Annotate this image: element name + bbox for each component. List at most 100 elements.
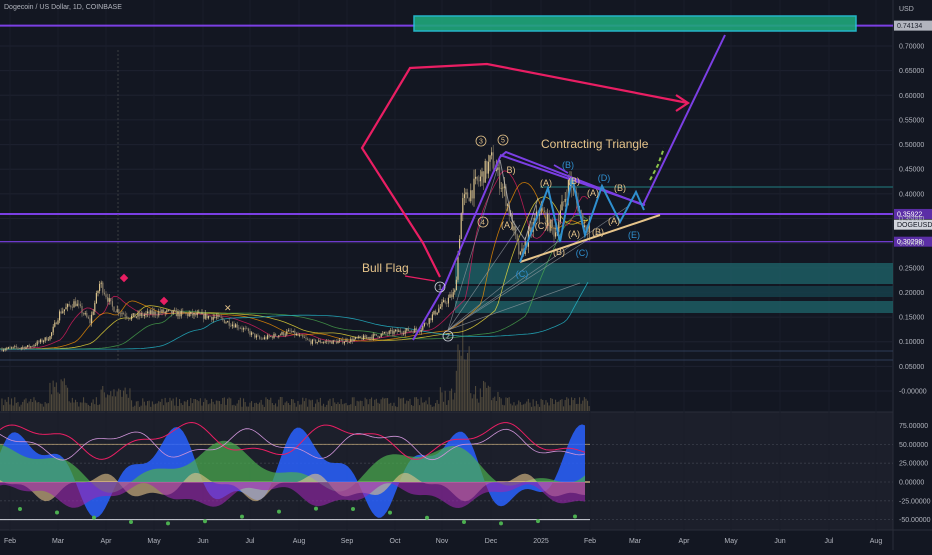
volume-bar xyxy=(340,399,342,411)
volume-bar xyxy=(395,406,397,411)
volume-bar xyxy=(187,399,189,411)
candle-body xyxy=(412,330,414,333)
volume-bar xyxy=(332,398,334,411)
candle-body xyxy=(86,313,88,317)
candle-body xyxy=(100,282,102,284)
candle-body xyxy=(118,309,120,314)
wave-label: (A) xyxy=(501,220,513,230)
candle-body xyxy=(228,321,230,326)
volume-bar xyxy=(580,403,582,411)
volume-bar xyxy=(217,400,219,411)
volume-bar xyxy=(153,404,155,411)
volume-bar xyxy=(510,403,512,411)
candle-body xyxy=(295,333,297,336)
candle-body xyxy=(54,322,56,327)
candle-body xyxy=(71,307,73,308)
volume-bar xyxy=(452,399,454,411)
volume-bar xyxy=(300,404,302,411)
candle-body xyxy=(183,312,185,314)
volume-bar xyxy=(323,403,325,411)
candle-body xyxy=(372,334,374,339)
candle-body xyxy=(116,309,118,313)
candle-body xyxy=(185,313,187,315)
volume-bar xyxy=(225,404,227,411)
volume-bar xyxy=(279,397,281,411)
candle-body xyxy=(398,330,400,332)
candle-body xyxy=(427,323,429,325)
candle-body xyxy=(347,339,349,343)
candle-body xyxy=(425,323,427,324)
osc-dot xyxy=(351,507,355,512)
signal-marker xyxy=(119,273,129,283)
volume-bar xyxy=(543,404,545,411)
target-zone xyxy=(413,15,857,32)
volume-bar xyxy=(12,405,14,411)
candle-body xyxy=(222,318,224,320)
candle-body xyxy=(166,310,168,312)
wave-label: (A) xyxy=(540,178,552,188)
volume-bar xyxy=(188,406,190,411)
wave-lines xyxy=(499,159,539,242)
candle-body xyxy=(193,312,195,316)
volume-bar xyxy=(119,389,121,411)
volume-bar xyxy=(366,399,368,411)
candle-body xyxy=(511,213,513,231)
time-tick-label: May xyxy=(147,538,161,545)
candle-body xyxy=(227,321,229,323)
time-tick-label: Jul xyxy=(825,538,834,545)
candle-body xyxy=(220,316,222,319)
volume-bar xyxy=(113,389,115,411)
osc-dot xyxy=(388,510,392,515)
wave-arrow xyxy=(553,164,569,174)
candle-body xyxy=(356,337,358,338)
volume-bar xyxy=(196,400,198,411)
candle-body xyxy=(271,336,273,339)
volume-bar xyxy=(199,398,201,411)
candle-body xyxy=(147,311,149,314)
volume-bar xyxy=(428,397,430,411)
volume-bar xyxy=(431,406,433,411)
candle-body xyxy=(199,312,201,315)
candle-body xyxy=(158,311,160,316)
volume-bar xyxy=(103,392,105,411)
candle-body xyxy=(108,298,110,302)
wave-label: (C) xyxy=(576,248,589,258)
volume-bar xyxy=(284,402,286,411)
time-tick-label: May xyxy=(724,538,738,545)
volume-bar xyxy=(457,344,459,411)
volume-bar xyxy=(9,404,11,411)
volume-bar xyxy=(51,394,53,411)
candle-body xyxy=(95,292,97,304)
volume-bar xyxy=(518,400,520,411)
triangle-lower xyxy=(519,214,661,263)
candle-body xyxy=(223,319,225,324)
candle-body xyxy=(329,341,331,342)
candle-body xyxy=(124,314,126,317)
osc-dot xyxy=(536,519,540,524)
volume-bar xyxy=(219,401,221,411)
volume-bar xyxy=(342,404,344,411)
time-tick-label: Aug xyxy=(293,538,306,545)
volume-bar xyxy=(211,398,213,411)
candle-body xyxy=(203,312,205,319)
candle-body xyxy=(447,297,449,304)
candle-body xyxy=(35,345,37,346)
candle-body xyxy=(14,346,16,347)
volume-bar xyxy=(348,405,350,411)
time-tick-label: Feb xyxy=(584,538,596,545)
volume-bar xyxy=(19,406,21,411)
volume-bar xyxy=(287,403,289,411)
volume-bar xyxy=(129,388,131,411)
candle-body xyxy=(497,167,499,170)
price-label-bg xyxy=(894,20,932,31)
candle-body xyxy=(553,226,555,237)
volume-bar xyxy=(110,391,112,411)
volume-bar xyxy=(1,398,3,411)
candle-body xyxy=(171,310,173,314)
candle-body xyxy=(559,210,561,222)
volume-bar xyxy=(497,391,499,411)
volume-bar xyxy=(297,401,299,411)
volume-bar xyxy=(73,402,75,411)
candle-body xyxy=(335,340,337,344)
price-tick-label: 0.05000 xyxy=(899,364,924,371)
